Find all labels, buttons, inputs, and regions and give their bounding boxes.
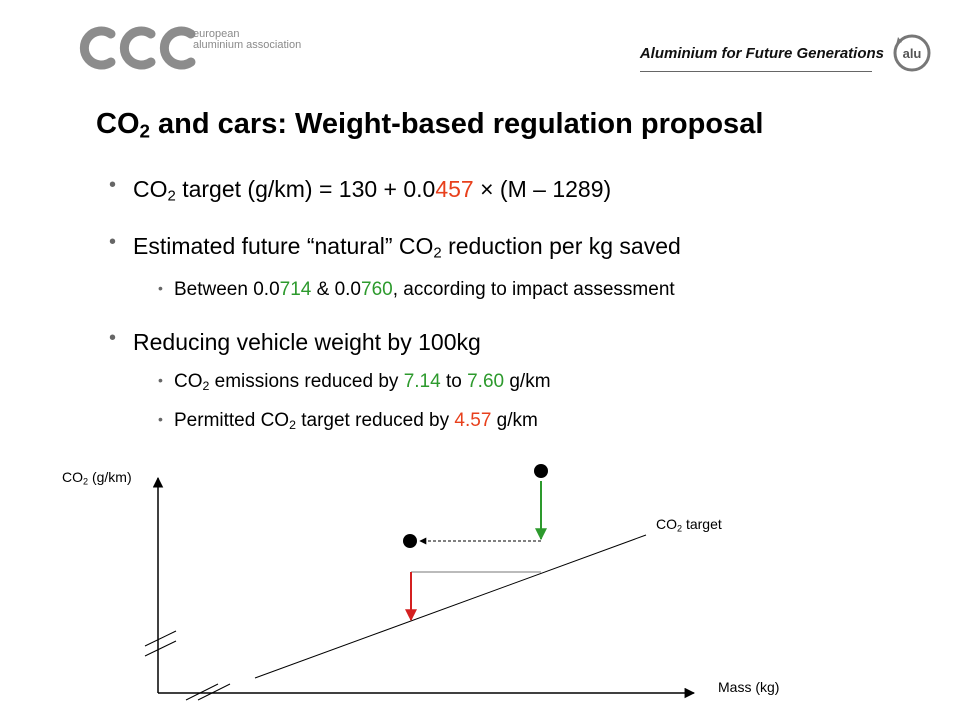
x-axis-label: Mass (kg) (718, 679, 780, 695)
vehicle-point-lighter (403, 534, 417, 548)
y-axis-label: CO2 (g/km) (62, 469, 132, 487)
vehicle-point-original (534, 464, 548, 478)
subbullet-target-reduced: Permitted CO2 target reduced by 4.57 g/k… (158, 410, 538, 432)
alu-badge-text: alu (903, 46, 922, 61)
y-axis-break-1 (144, 630, 177, 647)
y-axis-break-2 (144, 640, 177, 657)
bullet-natural-reduction: Estimated future “natural” CO2 reduction… (109, 231, 681, 262)
co2-target-line (254, 534, 647, 679)
tagline-block: Aluminium for Future Generations alu (639, 30, 932, 76)
slide-title: CO2 and cars: Weight-based regulation pr… (96, 108, 764, 142)
x-axis-break-2 (197, 683, 231, 701)
alu-recycle-icon: alu (893, 34, 931, 72)
co2-target-label: CO2 target (656, 516, 722, 534)
co2-mass-diagram (144, 464, 696, 701)
org-name: european aluminium association (193, 28, 302, 51)
bullet-co2-target-formula: CO2 target (g/km) = 130 + 0.0457 × (M – … (109, 174, 611, 205)
tagline: Aluminium for Future Generations (639, 44, 884, 62)
bullet-reduce-weight: Reducing vehicle weight by 100kg (109, 327, 481, 356)
subbullet-emissions-reduced: CO2 emissions reduced by 7.14 to 7.60 g/… (158, 371, 551, 393)
tagline-underline (639, 71, 872, 72)
subbullet-impact-assessment: Between 0.0714 & 0.0760, according to im… (158, 279, 675, 301)
x-axis-break-1 (185, 683, 219, 701)
eaa-logo (79, 26, 196, 70)
